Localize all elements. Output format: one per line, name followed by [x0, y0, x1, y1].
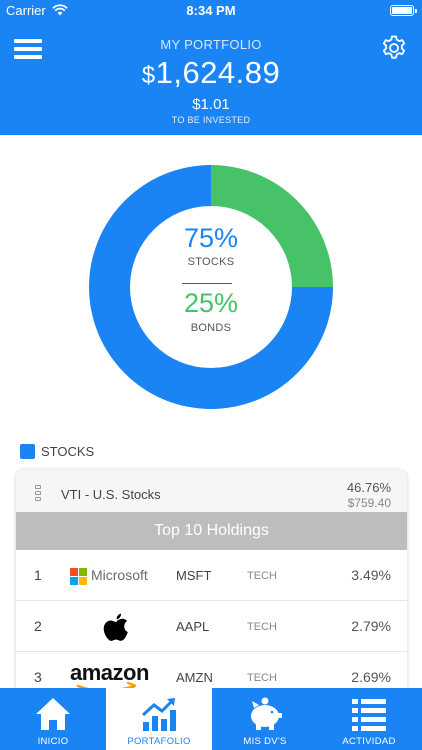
holding-weight: 2.79% [351, 618, 391, 634]
microsoft-logo: Microsoft [64, 550, 164, 601]
microsoft-wordmark: Microsoft [91, 567, 148, 583]
holding-weight: 3.49% [351, 567, 391, 583]
allocation-chart: 75% STOCKS 25% BONDS [0, 135, 422, 435]
tab-portafolio[interactable]: PORTAFOLIO [106, 688, 212, 750]
cash-label: TO BE INVESTED [171, 115, 251, 125]
currency-symbol: $ [141, 62, 156, 89]
portfolio-header: MY PORTFOLIO $1,624.89 $1.01 TO BE INVES… [0, 22, 422, 135]
holding-rank: 1 [34, 567, 42, 583]
holding-rank: 3 [34, 669, 42, 685]
holdings-header[interactable]: Top 10 Holdings [16, 512, 407, 550]
fund-amount: $759.40 [347, 496, 391, 510]
tab-label: PORTAFOLIO [127, 736, 191, 747]
portfolio-title: MY PORTFOLIO [160, 37, 262, 52]
apple-logo [64, 601, 164, 652]
status-bar: Carrier 8:34 PM [0, 0, 422, 22]
portfolio-value: $1,624.89 [0, 55, 422, 91]
fund-percentage: 46.76% [346, 480, 391, 495]
tab-bar: INICIO PORTAFOLIO MIS DV'S [0, 688, 422, 750]
holding-sector: TECH [247, 672, 277, 684]
bonds-percentage: 25% [183, 288, 239, 318]
chart-icon [141, 698, 176, 731]
tab-actividad[interactable]: ACTIVIDAD [316, 688, 422, 750]
bonds-segment[interactable] [211, 165, 333, 287]
holding-ticker: MSFT [176, 568, 212, 583]
stocks-percentage: 75% [183, 223, 239, 253]
holding-sector: TECH [247, 570, 277, 582]
drag-handle-icon[interactable] [35, 485, 41, 503]
amazon-logo: amazon [64, 652, 164, 703]
list-icon [352, 699, 386, 731]
gear-icon[interactable] [380, 34, 408, 62]
fund-row[interactable]: VTI - U.S. Stocks 46.76% $759.40 [16, 470, 407, 512]
home-icon [36, 698, 70, 730]
holding-weight: 2.69% [351, 669, 391, 685]
battery-icon [390, 5, 417, 16]
bonds-label: BONDS [190, 322, 232, 334]
amazon-wordmark: amazon [70, 660, 149, 685]
tab-inicio[interactable]: INICIO [0, 688, 106, 750]
tab-label: ACTIVIDAD [342, 736, 396, 747]
allocation-donut [88, 165, 333, 409]
clock: 8:34 PM [186, 3, 236, 18]
carrier-label: Carrier [6, 3, 46, 18]
tab-mis-dvs[interactable]: MIS DV'S [212, 688, 318, 750]
tab-label: MIS DV'S [243, 736, 287, 747]
fund-name: VTI - U.S. Stocks [61, 487, 161, 502]
stocks-legend-label: STOCKS [41, 444, 95, 459]
holding-row[interactable]: 1 Microsoft MSFT TECH 3.49% [16, 550, 407, 601]
portfolio-amount: 1,624.89 [155, 55, 281, 90]
holding-ticker: AAPL [176, 619, 210, 634]
allocation-divider [182, 283, 232, 284]
holding-row[interactable]: 2 AAPL TECH 2.79% [16, 601, 407, 652]
cash-amount: $1.01 [192, 96, 230, 113]
tab-label: INICIO [37, 736, 69, 747]
stocks-segment[interactable] [88, 165, 333, 409]
stocks-label: STOCKS [187, 256, 235, 268]
holding-sector: TECH [247, 621, 277, 633]
wifi-icon [52, 4, 68, 16]
piggy-bank-icon [251, 697, 282, 730]
holding-rank: 2 [34, 618, 42, 634]
holding-ticker: AMZN [176, 670, 213, 685]
menu-button[interactable] [14, 37, 42, 59]
stocks-legend-swatch [20, 444, 35, 459]
